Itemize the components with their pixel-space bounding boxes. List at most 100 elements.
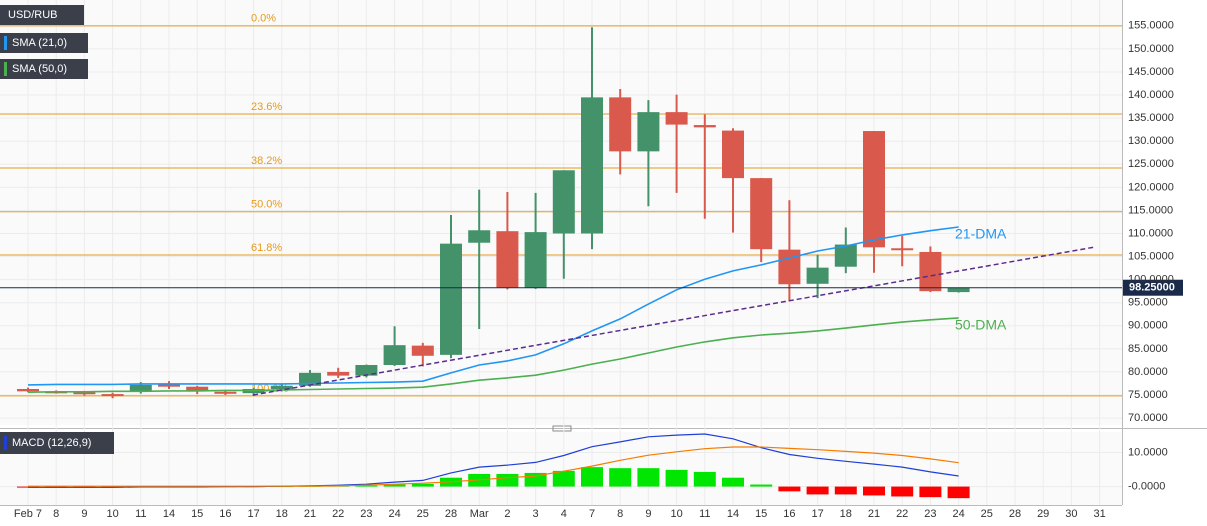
y-tick-label: 95.0000: [1128, 297, 1168, 309]
x-tick-label: 4: [561, 508, 567, 520]
legend-swatch: [4, 62, 7, 76]
y-tick-label: 100.0000: [1128, 274, 1174, 286]
legend-entry: SMA (21,0): [12, 37, 67, 49]
fib-label: 61.8%: [251, 242, 282, 254]
macd-histogram-bar: [355, 485, 378, 487]
x-tick-label: 11: [135, 508, 146, 520]
x-tick-label: 22: [332, 508, 344, 520]
pane-handle[interactable]: [552, 425, 572, 432]
candle-body: [299, 372, 321, 386]
y-tick-label: 90.0000: [1128, 320, 1168, 332]
legend-title: USD/RUB: [8, 9, 58, 21]
macd-histogram-bar: [863, 486, 885, 496]
sma-line: [27, 317, 959, 393]
candle-body: [778, 249, 801, 285]
candle-body: [947, 287, 970, 293]
candle-body: [440, 243, 462, 355]
candle-body: [468, 230, 491, 243]
trend-line: [252, 246, 1096, 396]
x-tick-label: 11: [699, 508, 710, 520]
x-tick-label: 2: [504, 508, 510, 520]
last-price-label: 98.25000: [1129, 282, 1175, 294]
fib-label: 38.2%: [251, 155, 282, 167]
sma-line: [27, 226, 959, 386]
x-tick-label: 25: [417, 508, 429, 520]
macd-histogram-bar: [609, 468, 632, 487]
x-tick-label: 7: [589, 508, 595, 520]
x-tick-label: 24: [952, 508, 964, 520]
legend-box[interactable]: [0, 59, 88, 79]
fib-label: 0.0%: [251, 13, 276, 25]
macd-line: [28, 433, 959, 488]
y-tick-label: 105.0000: [1128, 250, 1174, 262]
candle-body: [355, 365, 378, 376]
candle-body: [411, 345, 434, 356]
macd-histogram-bar: [411, 483, 434, 487]
x-tick-label: 30: [1065, 508, 1077, 520]
macd-histogram-bar: [693, 471, 716, 487]
x-tick-label: 31: [1093, 508, 1105, 520]
candle-body: [73, 392, 96, 395]
candle-body: [581, 97, 603, 234]
candle-body: [383, 345, 406, 366]
x-tick-label: 28: [1009, 508, 1021, 520]
candle-body: [693, 125, 716, 128]
macd-histogram-bar: [665, 469, 688, 487]
y-tick-label: 10.0000: [1128, 446, 1168, 458]
candle-body: [101, 394, 124, 397]
x-tick-label: 14: [163, 508, 175, 520]
legend-box[interactable]: [0, 5, 84, 25]
y-tick-label: -0.0000: [1128, 480, 1165, 492]
x-tick-label: 21: [304, 508, 316, 520]
macd-histogram-bar: [637, 468, 660, 487]
macd-histogram-bar: [750, 484, 773, 487]
x-tick-label: 17: [811, 508, 823, 520]
candle-body: [158, 383, 180, 387]
macd-histogram-bar: [552, 470, 575, 487]
x-tick-label: 8: [53, 508, 59, 520]
macd-histogram-bar: [722, 477, 744, 487]
legend-box[interactable]: [0, 33, 88, 53]
macd-histogram-bar: [383, 484, 406, 487]
y-tick-label: 145.0000: [1128, 66, 1174, 78]
macd-histogram-bar: [581, 467, 603, 487]
x-tick-label: 18: [840, 508, 852, 520]
x-tick-label: 16: [219, 508, 231, 520]
x-tick-label: 21: [868, 508, 880, 520]
x-tick-label: Feb 7: [14, 508, 42, 520]
macd-histogram-bar: [891, 486, 914, 497]
sma-label: 50-DMA: [955, 317, 1007, 333]
candle-body: [129, 384, 152, 392]
candle-body: [186, 386, 209, 392]
x-tick-label: Mar: [470, 508, 489, 520]
x-tick-label: 18: [276, 508, 288, 520]
fib-label: 50.0%: [251, 199, 282, 211]
y-tick-label: 120.0000: [1128, 181, 1174, 193]
x-tick-label: 17: [247, 508, 259, 520]
x-tick-label: 14: [727, 508, 739, 520]
x-tick-label: 15: [191, 508, 203, 520]
macd-title: MACD (12,26,9): [12, 437, 91, 449]
y-tick-label: 140.0000: [1128, 89, 1174, 101]
macd-histogram-bar: [919, 486, 942, 498]
y-tick-label: 135.0000: [1128, 112, 1174, 124]
legend-swatch: [4, 36, 7, 50]
y-tick-label: 125.0000: [1128, 158, 1174, 170]
fib-label: 23.6%: [251, 101, 282, 113]
x-tick-label: 9: [81, 508, 87, 520]
candle-body: [609, 97, 632, 152]
macd-legend-box[interactable]: [0, 432, 114, 454]
x-tick-label: 23: [360, 508, 372, 520]
x-tick-label: 16: [783, 508, 795, 520]
y-tick-label: 75.0000: [1128, 389, 1168, 401]
candle-body: [863, 131, 885, 248]
sma-label: 21-DMA: [955, 226, 1007, 242]
candle-body: [750, 178, 773, 250]
macd-legend-swatch: [4, 436, 7, 450]
macd-histogram-bar: [270, 486, 293, 488]
macd-histogram-bar: [496, 473, 519, 487]
x-tick-label: 22: [896, 508, 908, 520]
candle-body: [524, 232, 547, 288]
x-tick-label: 15: [755, 508, 767, 520]
